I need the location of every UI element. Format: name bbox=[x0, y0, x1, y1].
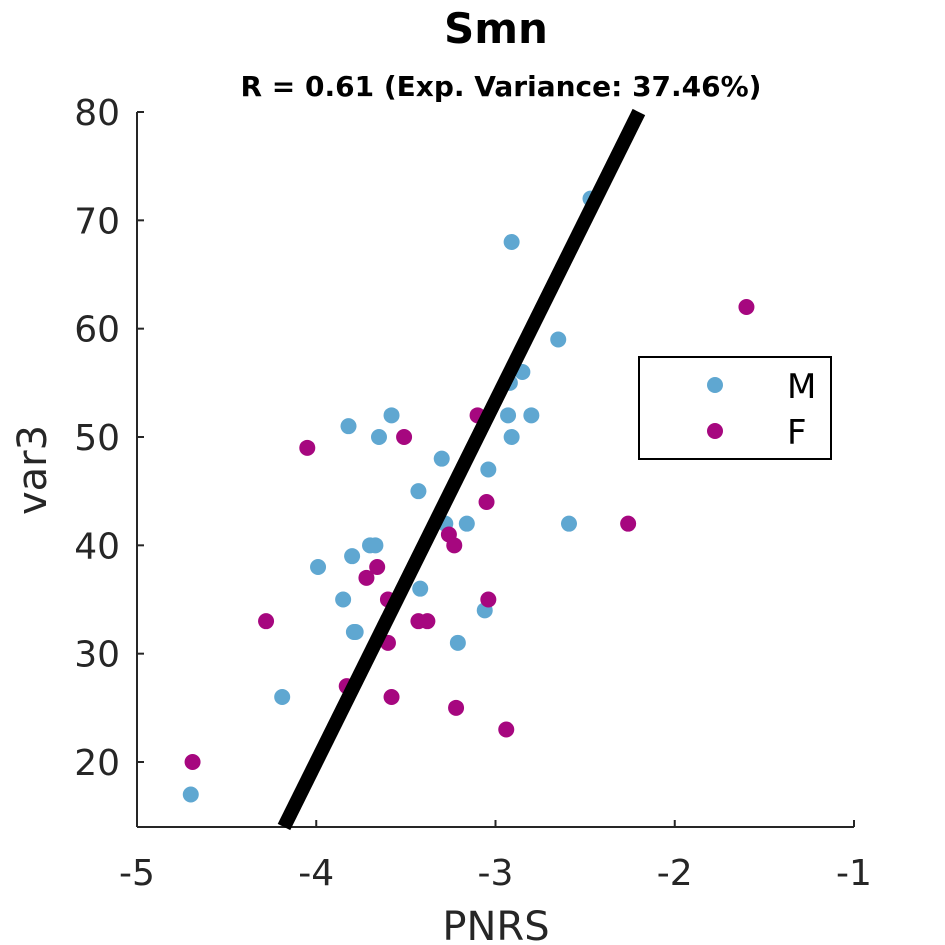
legend-marker-f bbox=[707, 423, 723, 439]
y-tick-label: 70 bbox=[74, 201, 120, 242]
y-tick-label: 40 bbox=[74, 526, 120, 567]
chart-title: Smn bbox=[444, 4, 548, 53]
data-point-m bbox=[523, 407, 540, 424]
data-point-m bbox=[344, 548, 361, 565]
data-point-m bbox=[503, 234, 520, 250]
data-point-f bbox=[738, 299, 755, 315]
data-point-m bbox=[367, 537, 384, 554]
data-point-f bbox=[369, 559, 386, 575]
data-point-f bbox=[184, 754, 201, 770]
y-ticks: 20 30 40 50 60 70 80 bbox=[74, 93, 144, 784]
x-axis-label: PNRS bbox=[442, 904, 549, 945]
data-point-m bbox=[310, 559, 327, 575]
data-point-f bbox=[448, 699, 465, 716]
legend-marker-m bbox=[707, 377, 723, 393]
x-tick-label: -2 bbox=[657, 853, 693, 894]
data-point-f bbox=[396, 429, 413, 445]
data-point-m bbox=[433, 450, 450, 467]
data-point-f bbox=[620, 515, 637, 532]
y-axis-label: var3 bbox=[10, 425, 56, 515]
x-tick-label: -5 bbox=[119, 853, 155, 894]
data-point-f bbox=[358, 569, 375, 586]
data-point-f bbox=[478, 494, 495, 510]
data-point-m bbox=[370, 429, 387, 445]
data-points bbox=[182, 190, 755, 803]
data-point-f bbox=[299, 439, 316, 456]
data-point-m bbox=[412, 580, 429, 597]
chart-subtitle: R = 0.61 (Exp. Variance: 37.46%) bbox=[241, 70, 762, 103]
data-point-m bbox=[500, 407, 517, 424]
x-ticks: -5 -4 -3 -2 -1 bbox=[119, 820, 872, 894]
data-point-m bbox=[560, 515, 577, 532]
y-tick-label: 30 bbox=[74, 635, 120, 676]
data-point-m bbox=[503, 429, 520, 445]
x-tick-label: -4 bbox=[298, 853, 334, 894]
legend-label-f: F bbox=[787, 413, 807, 453]
legend-box bbox=[638, 356, 832, 460]
data-point-f bbox=[258, 613, 275, 630]
data-point-m bbox=[335, 591, 352, 608]
data-point-f bbox=[419, 613, 436, 630]
data-point-m bbox=[340, 418, 357, 435]
data-point-m bbox=[274, 689, 291, 705]
data-point-m bbox=[383, 407, 400, 424]
data-point-m bbox=[480, 461, 497, 478]
legend: M F bbox=[638, 356, 832, 460]
fit-line bbox=[277, 108, 646, 831]
fit-line-group bbox=[277, 108, 646, 831]
y-tick-label: 50 bbox=[74, 418, 120, 459]
data-point-m bbox=[550, 331, 567, 348]
data-point-m bbox=[182, 786, 199, 803]
data-point-f bbox=[480, 591, 497, 608]
data-point-m bbox=[410, 483, 427, 500]
y-tick-label: 20 bbox=[74, 743, 120, 784]
legend-label-m: M bbox=[787, 367, 816, 407]
data-point-m bbox=[458, 515, 475, 532]
data-point-f bbox=[383, 689, 400, 705]
y-tick-label: 80 bbox=[74, 93, 120, 134]
y-tick-label: 60 bbox=[74, 310, 120, 351]
data-point-f bbox=[498, 721, 515, 738]
data-point-f bbox=[446, 537, 463, 554]
data-point-m bbox=[449, 634, 466, 651]
data-point-m bbox=[347, 624, 364, 640]
x-tick-label: -3 bbox=[478, 853, 514, 894]
x-tick-label: -1 bbox=[836, 853, 872, 894]
